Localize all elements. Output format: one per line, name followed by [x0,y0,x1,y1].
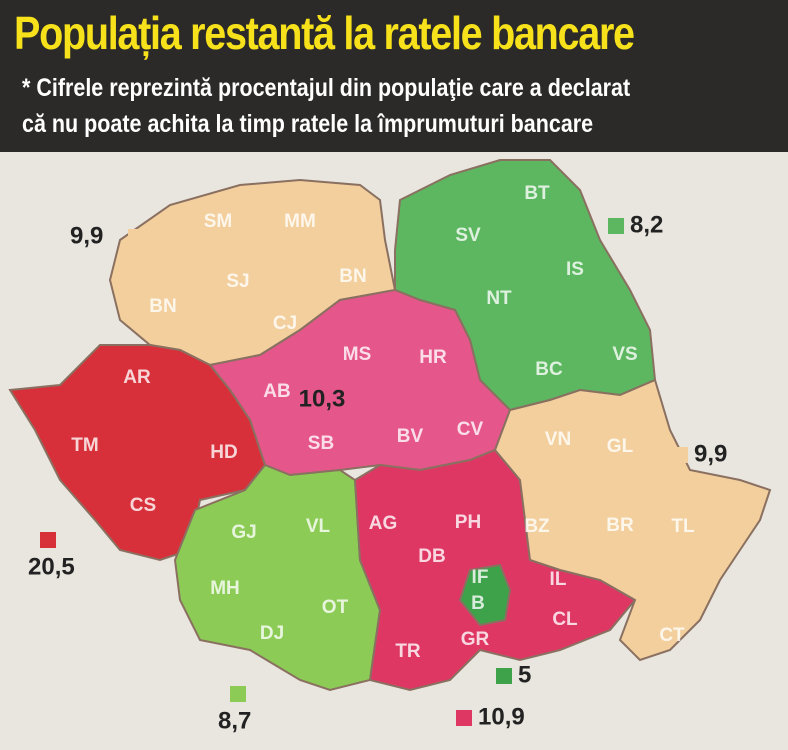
county-label: CT [659,625,685,646]
subtitle: că nu poate achita la timp ratele la împ… [22,110,594,138]
county-label: BT [524,183,550,204]
county-label: HD [210,442,237,463]
county-label: TL [671,516,695,537]
county-label: SJ [226,271,249,292]
county-label: GL [607,436,634,457]
county-label: HR [419,347,447,368]
region-value: 10,3 [299,385,346,412]
county-label: BV [397,426,424,447]
region-value: 8,2 [630,211,663,238]
color-key [672,447,688,463]
county-label: BN [149,296,176,317]
title: Populația restantă la ratele bancare [14,7,635,59]
county-label: PH [455,512,481,533]
region-value: 10,9 [478,703,525,730]
region-value: 8,7 [218,707,251,734]
region-value: 9,9 [70,222,103,249]
county-label: VL [306,516,331,537]
subtitle: * Cifrele reprezintă procentajul din pop… [22,74,631,102]
county-label: BR [606,515,634,536]
county-label: GR [461,629,490,650]
color-key [40,532,56,548]
county-label: VS [612,344,637,365]
county-label: SM [204,211,233,232]
county-label: AB [263,381,290,402]
county-label: BC [535,359,563,380]
county-label: TR [395,641,421,662]
color-key [128,229,144,245]
county-label: IS [566,259,584,280]
county-label: SB [308,433,334,454]
county-label: AG [369,513,398,534]
county-label: CL [552,609,578,630]
county-label: CV [457,419,484,440]
county-label: GJ [231,522,256,543]
county-label: BN [339,266,366,287]
county-label: TM [71,435,98,456]
color-key [230,686,246,702]
county-label: B [471,593,485,614]
county-label: DB [418,546,445,567]
color-key [456,710,472,726]
county-label: MH [210,578,240,599]
county-label: VN [545,429,571,450]
county-label: NT [486,288,512,309]
color-key [496,668,512,684]
county-label: MM [284,211,316,232]
region-value: 9,9 [694,440,727,467]
region [493,378,772,662]
color-key [608,218,624,234]
county-label: OT [322,597,349,618]
county-label: BZ [524,516,550,537]
header: Populația restantă la ratele bancare * C… [0,0,788,152]
county-label: CS [130,495,156,516]
county-label: IF [472,567,489,588]
county-label: AR [123,367,151,388]
county-label: SV [455,225,481,246]
county-label: DJ [260,623,284,644]
region-value: 5 [518,661,531,688]
county-label: IL [550,569,567,590]
county-label: MS [343,344,372,365]
county-label: CJ [273,313,297,334]
region [458,563,512,627]
region-value: 20,5 [28,553,75,580]
